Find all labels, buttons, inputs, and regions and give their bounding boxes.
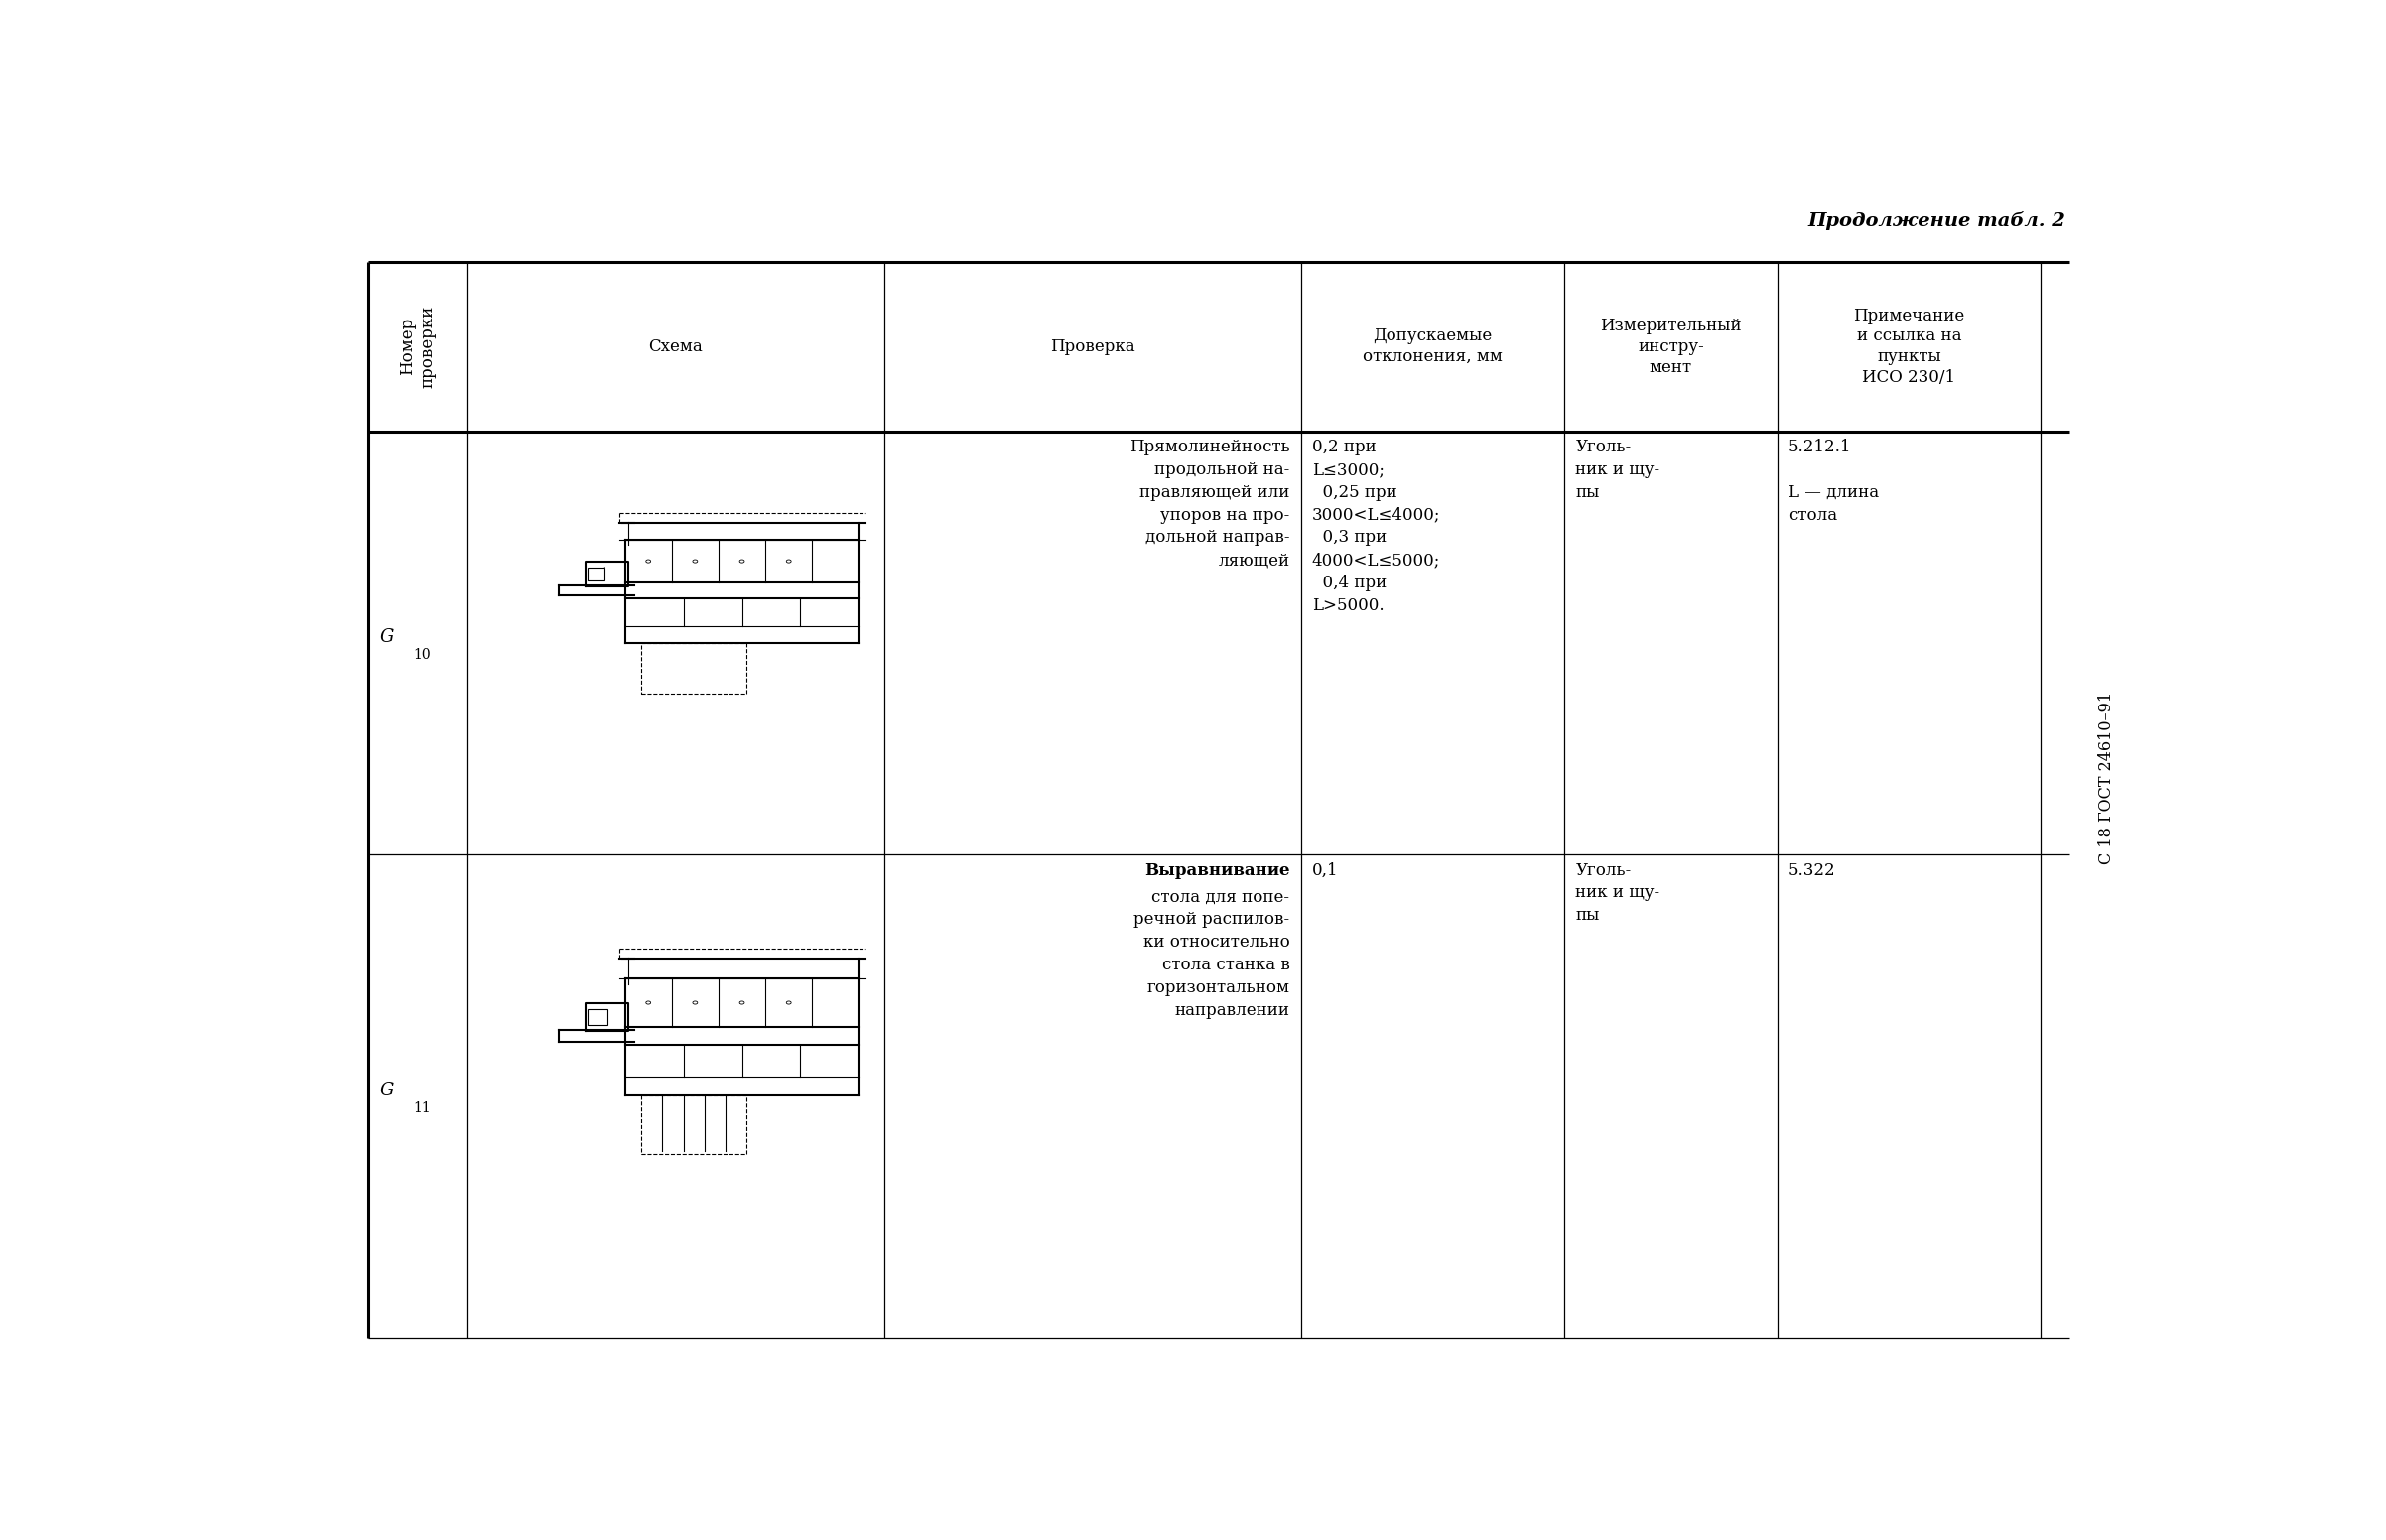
Text: Проверка: Проверка: [1050, 339, 1136, 356]
Text: С 18 ГОСТ 24610–91: С 18 ГОСТ 24610–91: [2097, 691, 2114, 864]
Text: стола для попе-
речной распилов-
ки относительно
стола станка в
горизонтальном
н: стола для попе- речной распилов- ки отно…: [1133, 889, 1291, 1019]
Text: Схема: Схема: [649, 339, 704, 356]
Text: 0,1: 0,1: [1312, 862, 1339, 879]
Bar: [587, 1010, 608, 1026]
Text: 5.212.1

L — длина
стола: 5.212.1 L — длина стола: [1787, 439, 1878, 524]
Text: Выравнивание: Выравнивание: [1145, 862, 1291, 879]
Text: G: G: [379, 1081, 394, 1100]
Text: Измерительный
инстру-
мент: Измерительный инстру- мент: [1601, 317, 1742, 376]
Text: Примечание
и ссылка на
пункты
ИСО 230/1: Примечание и ссылка на пункты ИСО 230/1: [1854, 306, 1964, 387]
Text: Продолжение табл. 2: Продолжение табл. 2: [1809, 211, 2066, 229]
Text: G: G: [379, 628, 394, 647]
Text: 11: 11: [413, 1101, 429, 1115]
Text: Уголь-
ник и щу-
пы: Уголь- ник и щу- пы: [1575, 439, 1661, 500]
Text: 0,2 при
L≤3000;
  0,25 при
3000<L≤4000;
  0,3 при
4000<L≤5000;
  0,4 при
L>5000.: 0,2 при L≤3000; 0,25 при 3000<L≤4000; 0,…: [1312, 439, 1441, 614]
Text: Номер
проверки: Номер проверки: [398, 305, 437, 388]
Text: 10: 10: [413, 648, 429, 662]
Text: Допускаемые
отклонения, мм: Допускаемые отклонения, мм: [1362, 328, 1503, 365]
Bar: [587, 567, 606, 581]
Text: 5.322: 5.322: [1787, 862, 1835, 879]
Text: Прямолинейность
продольной на-
правляющей или
упоров на про-
дольной направ-
ляю: Прямолинейность продольной на- правляюще…: [1129, 439, 1291, 568]
Text: Уголь-
ник и щу-
пы: Уголь- ник и щу- пы: [1575, 862, 1661, 924]
